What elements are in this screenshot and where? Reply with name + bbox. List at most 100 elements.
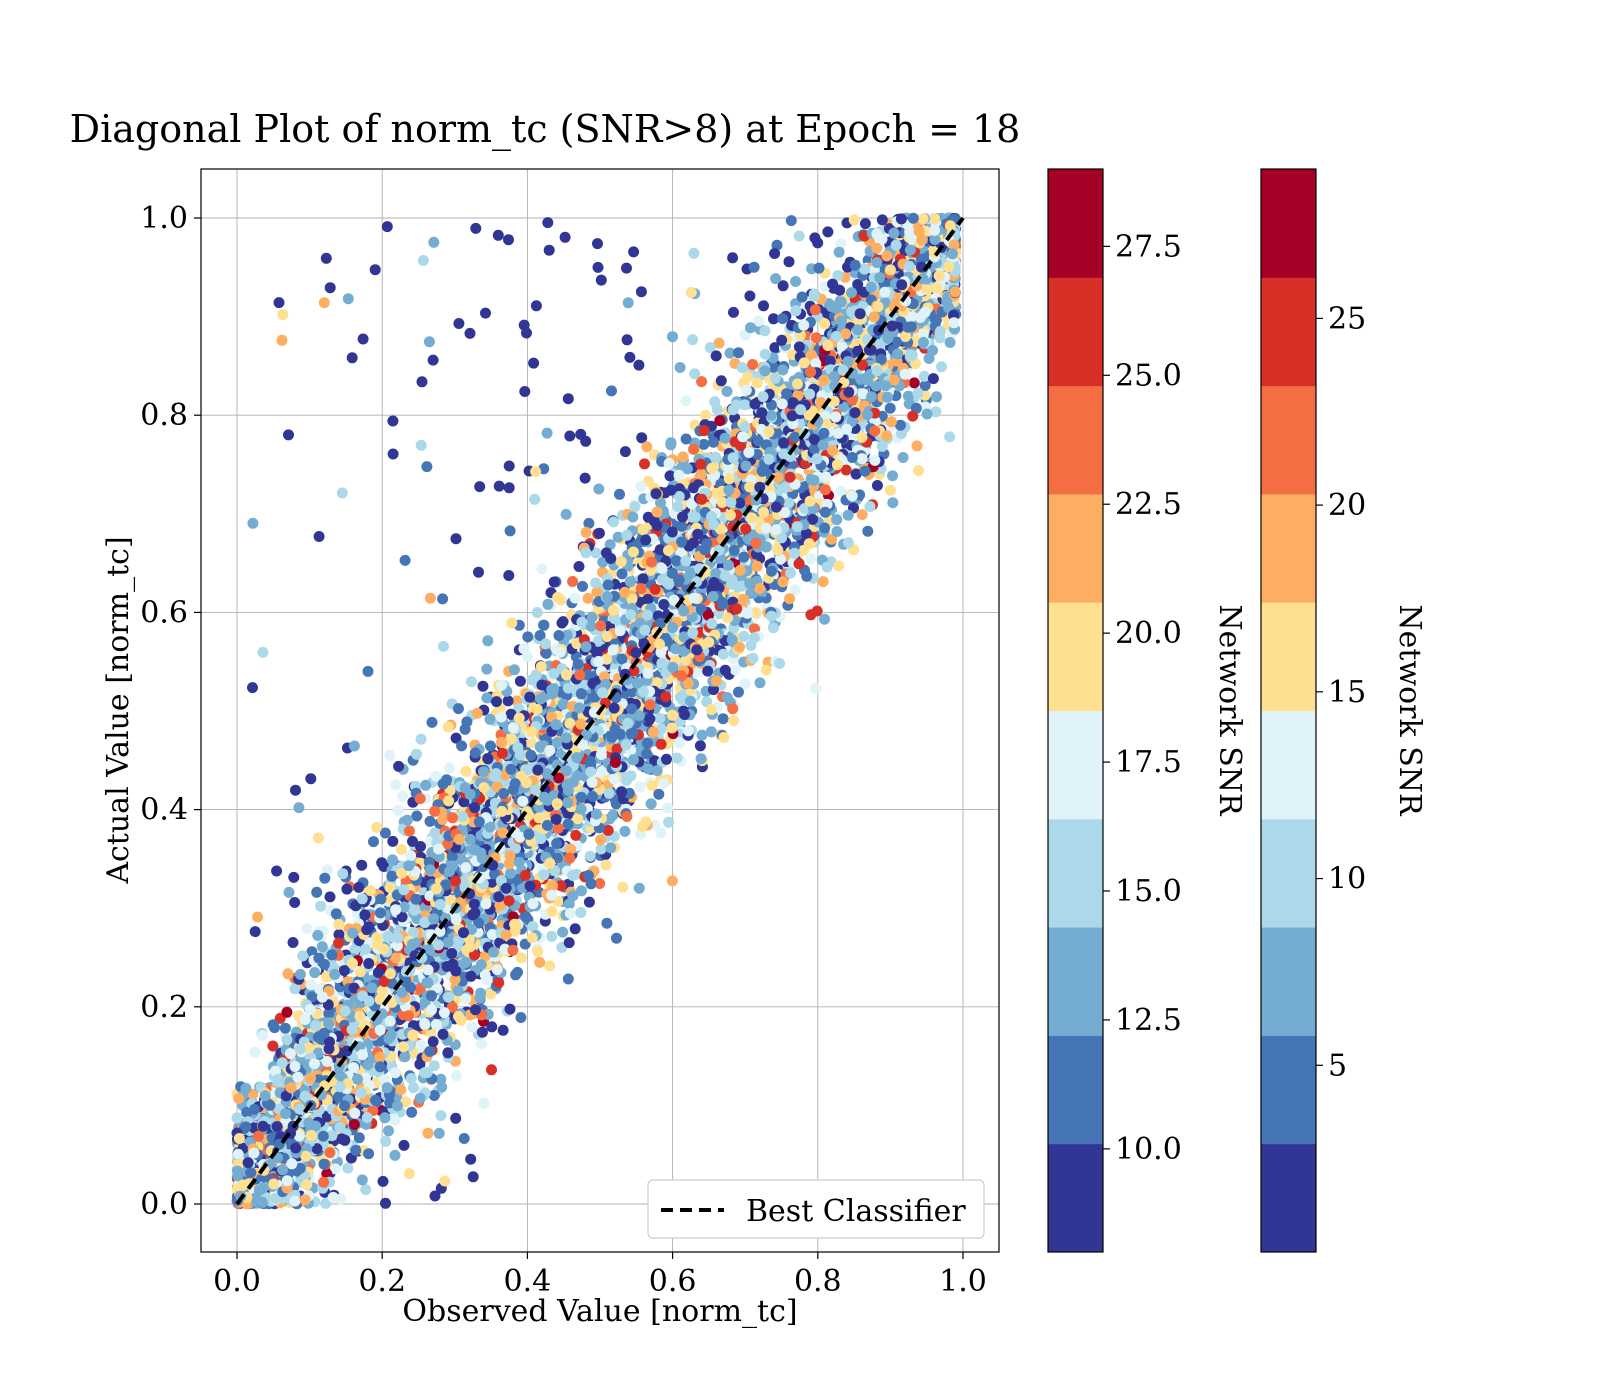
scatter-point [465,1153,477,1165]
scatter-point [733,686,744,698]
scatter-point [380,1135,392,1147]
scatter-point [485,988,497,1000]
scatter-point [680,395,692,407]
scatter-point [793,230,805,242]
scatter-point [324,891,336,903]
scatter-point [590,547,602,559]
scatter-point [311,886,323,898]
scatter-point [426,716,438,728]
scatter-point [443,991,455,1003]
scatter-point [695,753,707,765]
scatter-point [398,1139,410,1151]
scatter-point [689,368,701,380]
scatter-point [371,821,383,833]
scatter-point [433,1127,445,1139]
scatter-point [491,964,503,975]
scatter-point [633,359,645,371]
scatter-point [443,762,455,774]
scatter-point [696,376,708,388]
scatter-point [729,412,741,424]
scatter-point [739,678,751,690]
scatter-point [515,1012,527,1023]
scatter-point [600,859,612,871]
scatter-point [504,525,516,537]
scatter-point [272,1073,284,1085]
scatter-point [249,926,261,938]
scatter-point [621,262,632,274]
scatter-point [721,385,733,397]
scatter-point [633,882,645,894]
scatter-point [316,941,328,953]
scatter-point [592,261,604,273]
scatter-point [466,676,477,688]
scatter-point [628,246,640,258]
scatter-point [503,234,514,246]
scatter-point [908,377,920,389]
scatter-point [315,900,327,912]
scatter-point [353,1132,365,1144]
scatter-point [882,391,893,403]
scatter-point [833,246,845,258]
scatter-point [819,613,830,625]
scatter-point [417,255,429,266]
scatter-point [817,576,829,588]
scatter-point [684,695,696,707]
scatter-point [346,352,358,364]
scatter-point [859,218,871,230]
scatter-point [503,570,515,581]
scatter-point [480,307,491,319]
scatter-point [696,729,708,741]
scatter-point [674,691,686,703]
scatter-point [392,804,404,816]
scatter-point [887,470,898,482]
scatter-point [595,274,607,286]
scatter-point [822,226,834,238]
scatter-point [912,387,924,399]
scatter-point [399,554,411,566]
scatter-point [619,446,631,458]
scatter-point [387,854,398,866]
scatter-point [760,664,772,676]
scatter-point [685,287,697,298]
scatter-point [503,482,515,494]
scatter-point [387,448,399,460]
scatter-point [387,415,399,427]
scatter-point [486,1021,498,1033]
scatter-point [534,956,546,968]
scatter-point [902,390,914,402]
scatter-point [884,402,896,414]
scatter-point [573,561,585,572]
scatter-point [717,713,729,725]
scatter-point [544,960,556,972]
scatter-point [421,461,433,473]
scatter-point [438,640,449,652]
scatter-point [758,300,769,312]
scatter-point [577,580,588,592]
scatter-point [443,795,455,807]
scatter-point [337,868,349,880]
scatter-point [619,825,631,837]
scatter-point [560,508,572,520]
scatter-point [461,716,473,728]
scatter-point [739,421,751,433]
scatter-point [583,517,595,529]
scatter-point [559,231,571,243]
scatter-point [287,937,299,948]
scatter-point [663,816,675,828]
scatter-point [424,815,436,827]
scatter-point [516,952,527,964]
scatter-point [442,721,454,733]
scatter-point [700,409,712,421]
scatter-point [493,480,505,492]
scatter-point [356,859,368,871]
scatter-point [387,835,399,847]
scatter-point [592,238,603,250]
scatter-point [381,221,393,233]
scatter-point [271,865,283,877]
scatter-point [379,827,391,839]
scatter-point [790,276,802,287]
scatter-point [666,875,678,887]
scatter-point [437,593,449,605]
scatter-point [481,663,493,675]
